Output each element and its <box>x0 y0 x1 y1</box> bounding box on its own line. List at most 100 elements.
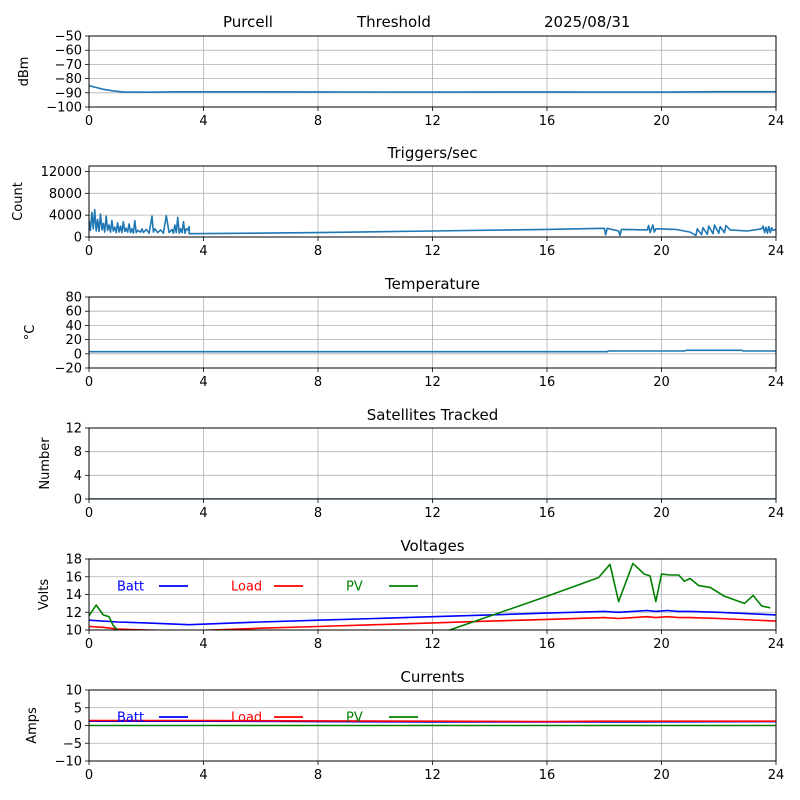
y-tick-label: −20 <box>55 362 82 377</box>
x-tick-label: 0 <box>85 114 93 129</box>
x-tick-label: 8 <box>314 637 322 652</box>
y-tick-label: 40 <box>65 319 82 334</box>
chart-title: Triggers/sec <box>387 144 478 162</box>
y-tick-label: 4 <box>74 469 82 484</box>
series-line-load <box>89 719 776 723</box>
x-tick-label: 16 <box>539 114 556 129</box>
x-tick-label: 8 <box>314 768 322 783</box>
y-tick-label: −50 <box>55 30 82 45</box>
chart-triggers: 0 4 8 12 16 20 24 0 4000 8000 12000 Triggers/sec Cou… <box>11 144 784 259</box>
x-tick-label: 16 <box>539 637 556 652</box>
x-tick-label: 4 <box>199 375 207 390</box>
y-axis-label: Amps <box>25 707 40 744</box>
figure-header: Purcell Threshold 2025/08/31 <box>223 13 630 31</box>
chart-title: Currents <box>400 668 464 686</box>
x-tick-label: 8 <box>314 375 322 390</box>
x-tick-label: 8 <box>314 244 322 259</box>
legend-label-load: Load <box>231 711 262 726</box>
y-tick-label: 12 <box>65 422 82 437</box>
x-tick-label: 4 <box>199 506 207 521</box>
legend-label-pv: PV <box>346 580 363 595</box>
y-tick-label: 12000 <box>41 165 82 180</box>
x-tick-label: 16 <box>539 244 556 259</box>
y-axis-label: Count <box>11 182 26 221</box>
series-line-0 <box>89 84 776 93</box>
y-tick-label: 12 <box>65 606 82 621</box>
x-tick-label: 20 <box>653 637 670 652</box>
y-axis-label: °C <box>23 325 38 341</box>
x-tick-label: 0 <box>85 244 93 259</box>
x-tick-label: 4 <box>199 114 207 129</box>
series-line-load <box>89 615 776 630</box>
series-line-pv <box>89 562 771 630</box>
series-line-batt <box>89 609 776 626</box>
chart-title: Voltages <box>400 537 464 555</box>
x-tick-label: 12 <box>424 244 441 259</box>
x-tick-label: 8 <box>314 114 322 129</box>
x-tick-label: 12 <box>424 637 441 652</box>
x-tick-label: 20 <box>653 506 670 521</box>
legend-label-batt: Batt <box>117 580 144 595</box>
y-tick-label: −5 <box>63 737 82 752</box>
y-tick-label: 20 <box>65 333 82 348</box>
y-tick-label: −10 <box>55 755 82 770</box>
x-tick-label: 8 <box>314 506 322 521</box>
x-tick-label: 0 <box>85 506 93 521</box>
y-tick-label: 80 <box>65 291 82 306</box>
x-tick-label: 20 <box>653 244 670 259</box>
header-site: Purcell <box>223 13 273 31</box>
y-tick-label: −60 <box>55 44 82 59</box>
x-tick-label: 16 <box>539 375 556 390</box>
y-tick-label: −90 <box>55 86 82 101</box>
y-tick-label: 0 <box>74 719 82 734</box>
y-tick-label: 4000 <box>49 209 82 224</box>
chart-satellites: 0 4 8 12 16 20 24 0 4 8 12 Satellites Tracked Number <box>38 406 784 521</box>
x-tick-label: 4 <box>199 244 207 259</box>
y-tick-label: 16 <box>65 570 82 585</box>
series-line-0 <box>89 208 776 237</box>
x-tick-label: 4 <box>199 768 207 783</box>
legend: Batt Load PV <box>117 580 418 595</box>
y-tick-label: 60 <box>65 305 82 320</box>
y-tick-label: 10 <box>65 684 82 699</box>
y-tick-label: 8000 <box>49 187 82 202</box>
header-date: 2025/08/31 <box>544 13 630 31</box>
series-line-0 <box>89 349 776 353</box>
y-tick-label: 14 <box>65 588 82 603</box>
y-tick-label: 10 <box>65 624 82 639</box>
x-tick-label: 12 <box>424 375 441 390</box>
x-tick-label: 20 <box>653 768 670 783</box>
x-tick-label: 24 <box>768 114 785 129</box>
x-tick-label: 20 <box>653 114 670 129</box>
x-tick-label: 4 <box>199 637 207 652</box>
chart-signal: 0 4 8 12 16 20 24 −100−90−80−70−60−50 dBm <box>17 30 784 130</box>
x-tick-label: 12 <box>424 768 441 783</box>
x-tick-label: 0 <box>85 637 93 652</box>
y-tick-label: 0 <box>74 347 82 362</box>
y-tick-label: 0 <box>74 231 82 246</box>
x-tick-label: 12 <box>424 506 441 521</box>
y-tick-label: −70 <box>55 58 82 73</box>
header-mode: Threshold <box>356 13 431 31</box>
x-tick-label: 20 <box>653 375 670 390</box>
x-tick-label: 24 <box>768 768 785 783</box>
y-tick-label: 5 <box>74 701 82 716</box>
y-tick-label: −100 <box>46 101 82 116</box>
x-tick-label: 24 <box>768 637 785 652</box>
y-tick-label: 8 <box>74 445 82 460</box>
y-tick-label: −80 <box>55 72 82 87</box>
chart-voltages: 0 4 8 12 16 20 24 10 12 14 16 18 Voltages Volts Batt Lo… <box>37 537 784 652</box>
chart-currents: 0 4 8 12 16 20 24 −10 −5 0 5 10 Currents Amps Batt Load… <box>25 668 784 783</box>
legend-label-batt: Batt <box>117 711 144 726</box>
x-tick-label: 0 <box>85 768 93 783</box>
x-tick-label: 24 <box>768 506 785 521</box>
legend: Batt Load PV <box>117 711 418 726</box>
y-tick-label: 18 <box>65 553 82 568</box>
x-tick-label: 16 <box>539 768 556 783</box>
x-tick-label: 0 <box>85 375 93 390</box>
x-tick-label: 24 <box>768 375 785 390</box>
chart-title: Satellites Tracked <box>367 406 498 424</box>
